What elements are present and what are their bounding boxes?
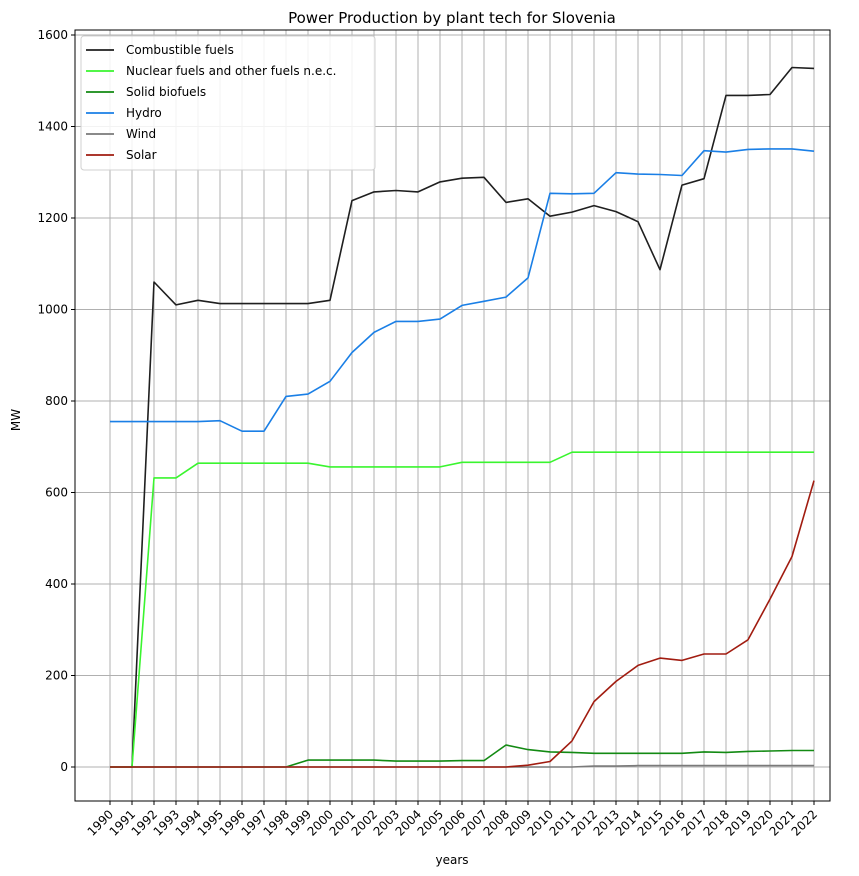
y-tick-label: 800	[45, 394, 68, 408]
chart-title: Power Production by plant tech for Slove…	[288, 9, 616, 27]
y-tick-label: 1200	[37, 211, 68, 225]
legend-label: Nuclear fuels and other fuels n.e.c.	[126, 64, 336, 78]
y-axis-ticks: 0 200 400 600 800 1000 1200 1400 1600	[37, 28, 75, 774]
grid	[75, 30, 830, 801]
x-axis-title: years	[435, 853, 468, 867]
legend-box	[80, 35, 376, 171]
y-tick-label: 600	[45, 486, 68, 500]
y-tick-label: 200	[45, 669, 68, 683]
y-tick-label: 1400	[37, 120, 68, 134]
legend-label: Wind	[126, 127, 156, 141]
legend-label: Solar	[126, 148, 157, 162]
legend-label: Solid biofuels	[126, 85, 206, 99]
y-tick-label: 400	[45, 577, 68, 591]
plot-area-frame	[74, 29, 831, 802]
legend: Combustible fuels Nuclear fuels and other…	[80, 35, 376, 171]
series-line-5	[110, 480, 815, 768]
y-axis-title: MW	[9, 409, 23, 431]
legend-label: Hydro	[126, 106, 162, 120]
series-lines	[110, 66, 815, 768]
y-tick-label: 1000	[37, 303, 68, 317]
series-line-1	[110, 451, 814, 768]
series-line-3	[110, 148, 815, 433]
y-tick-label: 0	[60, 760, 68, 774]
series-line-0	[110, 66, 815, 768]
legend-label: Combustible fuels	[126, 43, 234, 57]
y-tick-label: 1600	[37, 28, 68, 42]
